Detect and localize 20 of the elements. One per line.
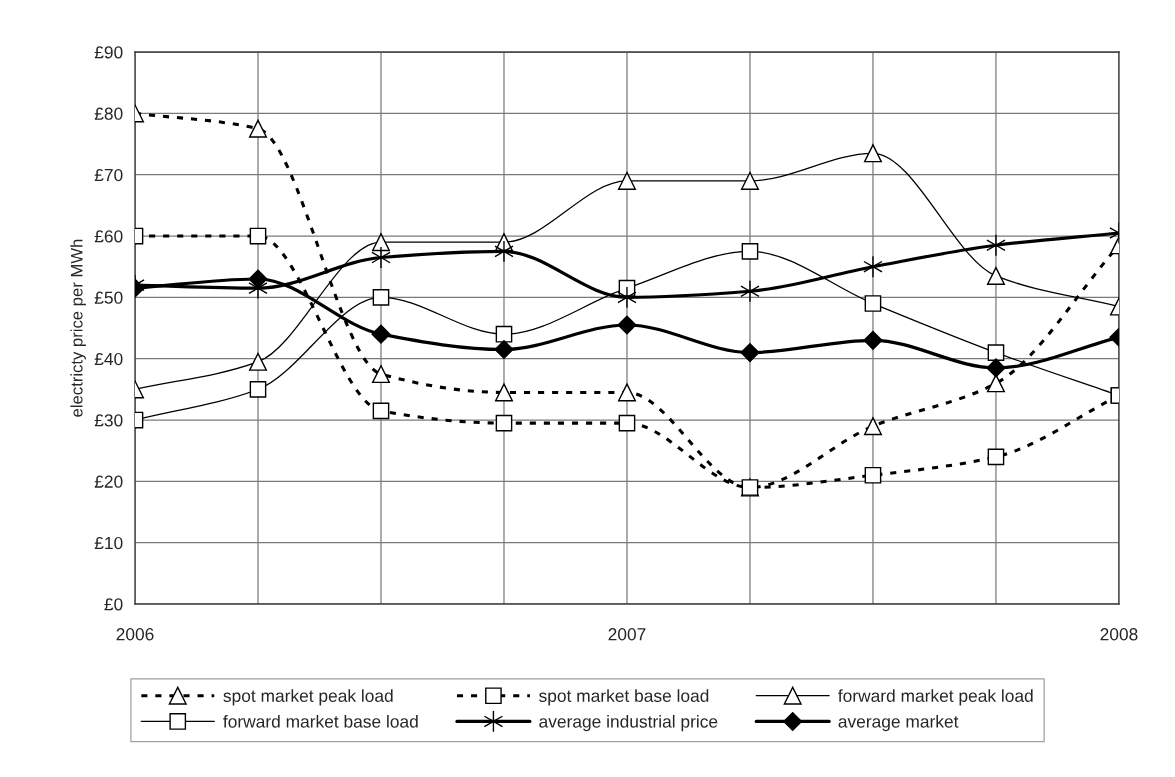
y-tick-label: £10 [94, 536, 123, 550]
y-tick-label: £30 [94, 414, 123, 427]
legend-label: forward market peak load [838, 689, 1033, 706]
y-tick-label: £80 [94, 107, 123, 120]
x-tick-label: 2007 [608, 628, 646, 641]
legend-label: forward market base load [223, 714, 418, 728]
legend-label: spot market peak load [223, 689, 393, 706]
y-tick-label: £20 [94, 475, 123, 488]
y-tick-label: £40 [94, 352, 123, 366]
x-tick-label: 2006 [116, 628, 154, 641]
x-tick-label: 2008 [1100, 628, 1138, 641]
legend-label: average industrial price [539, 714, 718, 732]
y-axis-title: electricty price per MWh [70, 239, 86, 417]
y-tick-label: £0 [104, 598, 123, 611]
y-tick-label: £60 [94, 230, 123, 243]
legend-label: spot market base load [539, 689, 709, 706]
y-tick-label: £70 [94, 168, 123, 182]
legend-label: average market [838, 714, 959, 732]
y-tick-label: £50 [94, 291, 123, 304]
y-tick-label: £90 [94, 46, 123, 59]
